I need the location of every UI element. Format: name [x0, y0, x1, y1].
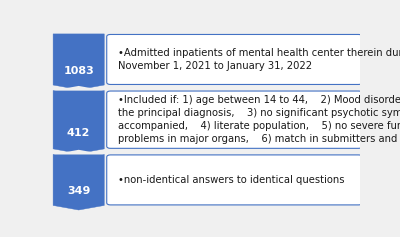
- Polygon shape: [53, 154, 104, 210]
- Text: 412: 412: [67, 128, 90, 137]
- Text: 1083: 1083: [63, 66, 94, 76]
- FancyBboxPatch shape: [107, 155, 362, 205]
- Polygon shape: [53, 34, 104, 90]
- Text: •Included if: 1) age between 14 to 44,    2) Mood disorders as
the principal dia: •Included if: 1) age between 14 to 44, 2…: [118, 96, 400, 144]
- Polygon shape: [53, 91, 104, 153]
- Polygon shape: [53, 86, 104, 91]
- Text: 349: 349: [67, 186, 90, 196]
- Text: •non-identical answers to identical questions: •non-identical answers to identical ques…: [118, 175, 345, 185]
- Polygon shape: [53, 150, 104, 154]
- Text: •Admitted inpatients of mental health center therein during
November 1, 2021 to : •Admitted inpatients of mental health ce…: [118, 48, 400, 71]
- FancyBboxPatch shape: [107, 91, 362, 148]
- FancyBboxPatch shape: [107, 34, 362, 84]
